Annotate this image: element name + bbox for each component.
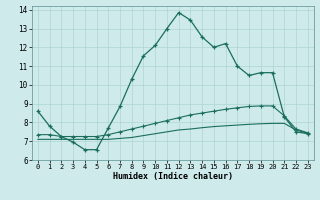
X-axis label: Humidex (Indice chaleur): Humidex (Indice chaleur) — [113, 172, 233, 181]
